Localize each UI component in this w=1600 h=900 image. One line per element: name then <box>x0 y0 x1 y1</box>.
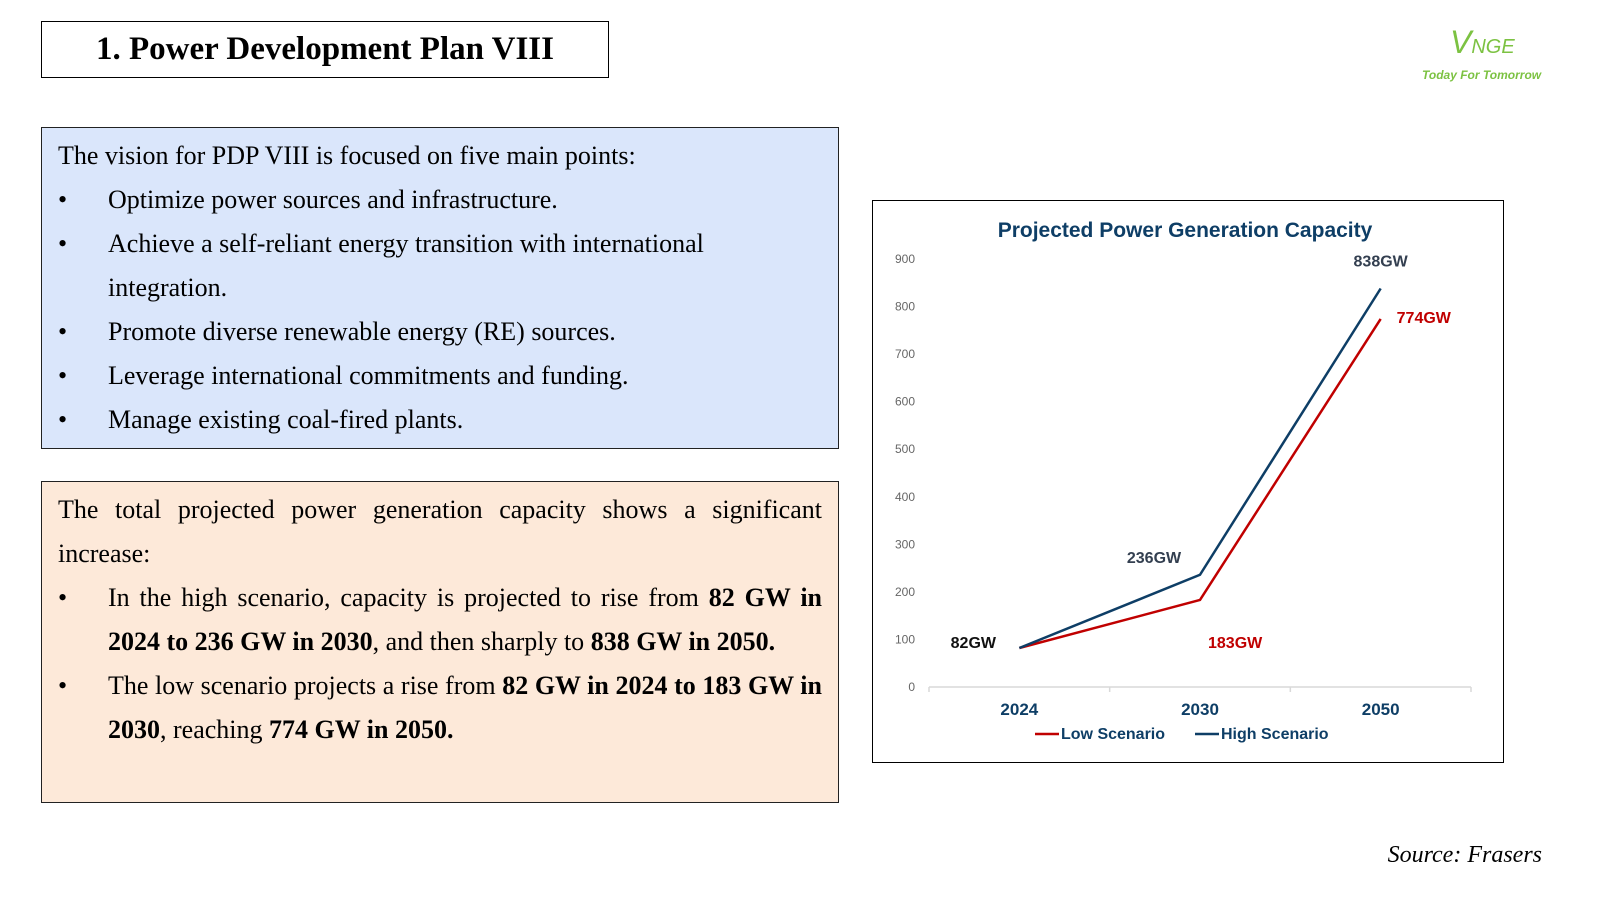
logo-mark: VNGE <box>1450 24 1515 61</box>
vision-item: • Manage existing coal-fired plants. <box>58 398 822 442</box>
x-axis: 2024 2030 2050 <box>928 686 1472 719</box>
high-bold-2: 838 GW in 2050. <box>590 627 776 656</box>
vision-item-text: Manage existing coal-fired plants. <box>108 405 464 434</box>
high-text-1: In the high scenario, capacity is projec… <box>108 583 709 612</box>
low-bold-1: 82 GW in 2024 to 183 GW in 2030 <box>108 671 822 744</box>
y-tick-label: 400 <box>895 490 915 504</box>
x-tick-label: 2024 <box>1000 700 1038 719</box>
series-lines <box>1018 287 1382 650</box>
vision-item: • Promote diverse renewable energy (RE) s… <box>58 310 822 354</box>
vision-item: • Optimize power sources and infrastructu… <box>58 178 822 222</box>
chart-title: Projected Power Generation Capacity <box>998 219 1373 242</box>
y-tick-label: 0 <box>908 680 915 694</box>
page-title-box: 1. Power Development Plan VIII <box>41 21 609 78</box>
data-label: 236GW <box>1127 550 1182 567</box>
bullet-icon: • <box>58 317 68 346</box>
capacity-summary-box: The total projected power generation cap… <box>41 481 839 803</box>
bullet-icon: • <box>58 229 68 258</box>
vision-item-text: Leverage international commitments and f… <box>108 361 629 390</box>
vision-item-text: Optimize power sources and infrastructur… <box>108 185 558 214</box>
y-tick-label: 700 <box>895 347 915 361</box>
vision-item: • Leverage international commitments and … <box>58 354 822 398</box>
low-scenario-item: • The low scenario projects a rise from 8… <box>58 664 822 752</box>
y-tick-label: 500 <box>895 442 915 456</box>
low-text-2: , reaching <box>160 715 270 744</box>
legend-label: High Scenario <box>1221 726 1329 743</box>
y-tick-label: 800 <box>895 300 915 314</box>
legend: Low Scenario High Scenario <box>1035 726 1329 743</box>
low-bold-2: 774 GW in 2050. <box>269 715 454 744</box>
source-note: Source: Frasers <box>1387 842 1542 868</box>
capacity-intro: The total projected power generation cap… <box>58 495 822 568</box>
logo-tagline: Today For Tomorrow <box>1422 68 1542 82</box>
vision-box: The vision for PDP VIII is focused on fi… <box>41 127 839 449</box>
vision-intro: The vision for PDP VIII is focused on fi… <box>58 141 636 170</box>
y-tick-label: 300 <box>895 537 915 551</box>
y-axis: 0 100 200 300 400 500 600 700 800 900 <box>895 252 915 694</box>
chart-svg: Projected Power Generation Capacity 0 100… <box>895 219 1472 743</box>
high-text-2: , and then sharply to <box>372 627 591 656</box>
data-label: 774GW <box>1397 310 1452 327</box>
bullet-icon: • <box>58 671 68 700</box>
capacity-list: • In the high scenario, capacity is proje… <box>58 576 822 752</box>
vision-item-text: Achieve a self-reliant energy transition… <box>108 229 704 302</box>
legend-label: Low Scenario <box>1061 726 1165 743</box>
logo-mark-text: NGE <box>1471 36 1515 58</box>
y-tick-label: 100 <box>895 632 915 646</box>
x-tick-label: 2050 <box>1362 700 1400 719</box>
data-labels: 183GW 774GW 82GW 236GW 838GW <box>951 253 1452 652</box>
page-title: 1. Power Development Plan VIII <box>95 31 554 67</box>
high-bold-1: 82 GW in 2024 to 236 GW in 2030 <box>108 583 823 656</box>
bullet-icon: • <box>58 361 68 390</box>
series-line-high-scenario <box>1018 287 1382 650</box>
capacity-chart: Projected Power Generation Capacity 0 100… <box>872 200 1504 763</box>
data-label: 82GW <box>951 635 997 652</box>
data-label: 838GW <box>1354 253 1409 270</box>
series-line-low-scenario <box>1019 318 1382 650</box>
vision-item-text: Promote diverse renewable energy (RE) so… <box>108 317 616 346</box>
low-text-1: The low scenario projects a rise from <box>108 671 503 700</box>
y-tick-label: 900 <box>895 252 915 266</box>
y-tick-label: 600 <box>895 395 915 409</box>
vision-item: • Achieve a self-reliant energy transitio… <box>58 222 822 310</box>
bullet-icon: • <box>58 405 68 434</box>
vision-list: • Optimize power sources and infrastructu… <box>58 178 822 442</box>
data-label: 183GW <box>1208 635 1263 652</box>
y-tick-label: 200 <box>895 585 915 599</box>
logo-mark-v: V <box>1450 24 1472 60</box>
vnge-logo: VNGE Today For Tomorrow <box>1420 20 1560 90</box>
bullet-icon: • <box>58 185 68 214</box>
bullet-icon: • <box>58 583 68 612</box>
x-tick-label: 2030 <box>1181 700 1219 719</box>
high-scenario-item: • In the high scenario, capacity is proje… <box>58 576 822 664</box>
